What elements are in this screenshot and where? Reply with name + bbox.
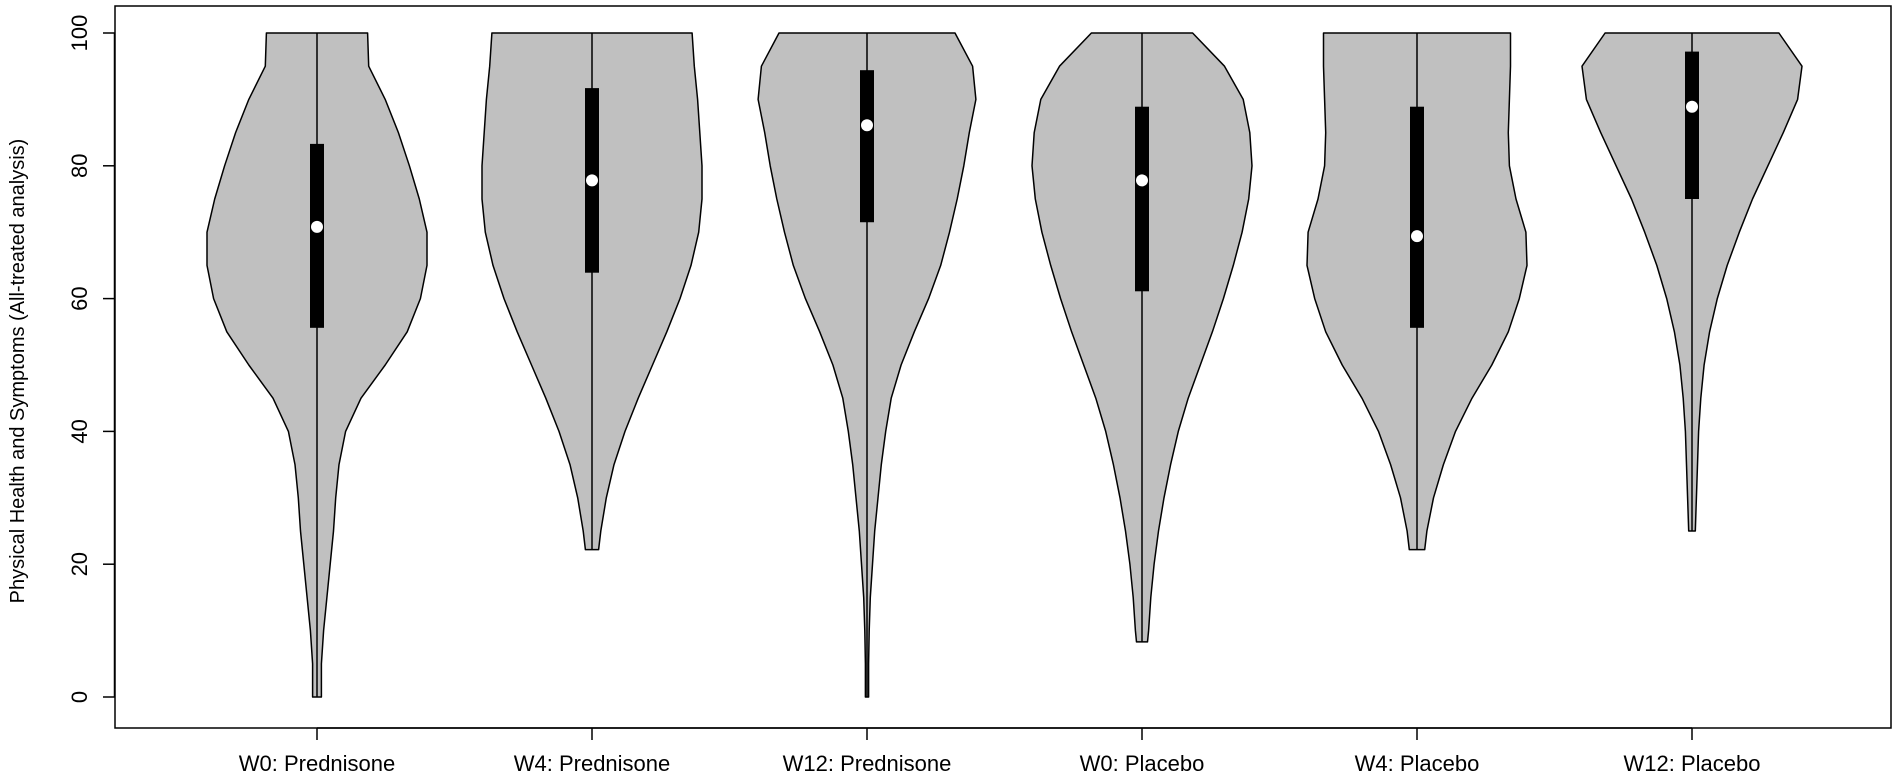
- x-tick-label: W0: Placebo: [1080, 751, 1205, 776]
- median-dot: [311, 220, 323, 233]
- violin-group: [206, 32, 428, 698]
- iqr-box: [1410, 106, 1424, 328]
- median-dot: [1411, 230, 1423, 243]
- x-tick-label: W12: Prednisone: [783, 751, 952, 776]
- x-tick-label: W4: Prednisone: [514, 751, 671, 776]
- iqr-box: [310, 143, 324, 328]
- x-axis: W0: Prednisone W4: Prednisone W12: Prednis…: [239, 727, 1761, 776]
- median-dot: [861, 119, 873, 132]
- median-dot: [1686, 100, 1698, 113]
- violin-group: [757, 32, 977, 698]
- y-tick-label: 20: [67, 552, 92, 576]
- iqr-box: [1135, 106, 1149, 292]
- median-dot: [1136, 174, 1148, 187]
- x-tick-label: W4: Placebo: [1355, 751, 1480, 776]
- y-tick-label: 40: [67, 419, 92, 443]
- y-tick-label: 60: [67, 286, 92, 310]
- violin-group: [1031, 32, 1253, 643]
- y-axis-label: Physical Health and Symptoms (All-treate…: [7, 139, 29, 604]
- violin-group: [1306, 32, 1528, 551]
- x-tick-label: W0: Prednisone: [239, 751, 396, 776]
- y-tick-label: 100: [67, 15, 92, 52]
- y-tick-label: 80: [67, 154, 92, 178]
- x-tick-label: W12: Placebo: [1624, 751, 1761, 776]
- y-tick-label: 0: [67, 691, 92, 703]
- iqr-box: [860, 70, 874, 223]
- violins-layer: [206, 32, 1803, 698]
- median-dot: [586, 174, 598, 187]
- violin-group: [1581, 32, 1803, 532]
- violin-group: [481, 32, 703, 551]
- y-axis: 0 20 40 60 80 100: [67, 15, 116, 703]
- iqr-box: [1685, 51, 1699, 200]
